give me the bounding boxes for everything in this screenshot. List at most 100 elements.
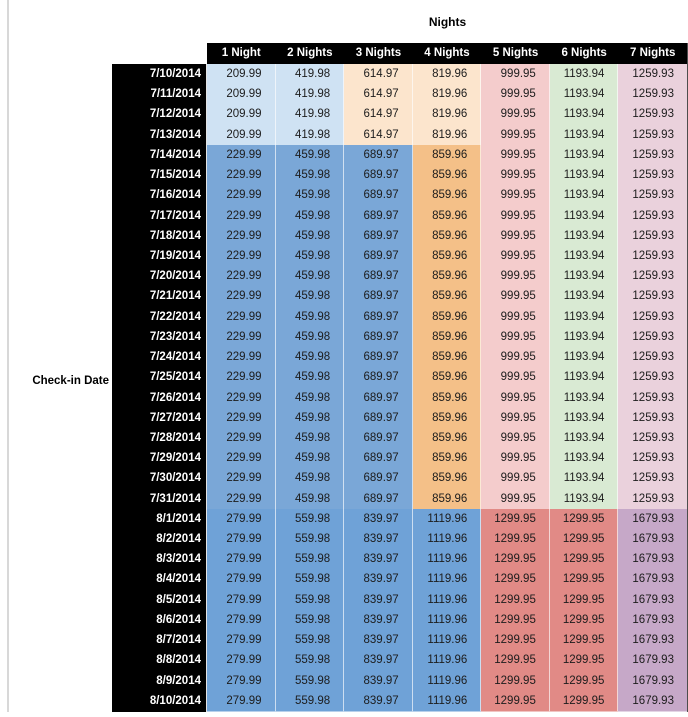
- price-cell: 689.97: [344, 468, 413, 490]
- price-cell: 1259.93: [618, 245, 687, 268]
- price-cell: 614.97: [344, 84, 413, 106]
- table-row: 7/22/2014 229.99 459.98 689.97 859.96 999.95 1…: [112, 306, 687, 328]
- row-axis-label: Check-in Date: [32, 375, 109, 387]
- price-cell: 1259.93: [618, 407, 687, 429]
- price-cell: 859.96: [412, 144, 482, 167]
- price-cell: 459.98: [275, 488, 345, 510]
- price-cell: 839.97: [344, 569, 413, 591]
- header-row: 1 Night 2 Nights 3 Nights 4 Nights 5 Nights 6…: [112, 43, 687, 64]
- price-cell: 839.97: [344, 529, 413, 551]
- price-cell: 1193.94: [549, 488, 619, 510]
- price-cell: 1259.93: [618, 488, 687, 510]
- price-cell: 229.99: [207, 225, 276, 247]
- price-cell: 1259.93: [618, 387, 687, 409]
- checkin-date-cell: 7/23/2014: [112, 326, 207, 349]
- checkin-date-cell: 8/9/2014: [112, 670, 207, 692]
- price-cell: 859.96: [412, 427, 482, 450]
- price-cell: 1193.94: [549, 124, 619, 146]
- checkin-date-cell: 8/6/2014: [112, 609, 207, 632]
- price-cell: 419.98: [275, 124, 345, 146]
- table-row: 7/18/2014 229.99 459.98 689.97 859.96 999.95 1…: [112, 225, 687, 247]
- price-cell: 1299.95: [481, 630, 550, 652]
- price-cell: 1299.95: [549, 549, 619, 571]
- table-row: 7/27/2014 229.99 459.98 689.97 859.96 999.95 1…: [112, 407, 687, 429]
- price-cell: 1193.94: [549, 306, 619, 328]
- price-cell: 1679.93: [618, 589, 687, 611]
- table-row: 7/10/2014 209.99 419.98 614.97 819.96 999.95 1…: [112, 64, 687, 86]
- price-cell: 1259.93: [618, 165, 687, 187]
- price-cell: 839.97: [344, 630, 413, 652]
- table-row: 7/15/2014 229.99 459.98 689.97 859.96 999.95 1…: [112, 165, 687, 187]
- price-cell: 209.99: [207, 84, 276, 106]
- price-cell: 1259.93: [618, 124, 687, 146]
- price-cell: 459.98: [275, 165, 345, 187]
- price-cell: 419.98: [275, 84, 345, 106]
- checkin-date-cell: 8/5/2014: [112, 589, 207, 611]
- price-cell: 1259.93: [618, 448, 687, 470]
- price-cell: 1119.96: [412, 549, 482, 571]
- price-cell: 999.95: [481, 124, 550, 146]
- price-cell: 1259.93: [618, 347, 687, 369]
- price-cell: 1193.94: [549, 165, 619, 187]
- price-cell: 229.99: [207, 185, 276, 207]
- price-cell: 1679.93: [618, 609, 687, 632]
- price-cell: 559.98: [275, 630, 345, 652]
- price-cell: 229.99: [207, 468, 276, 490]
- table-row: 8/8/2014 279.99 559.98 839.97 1119.96 1299.95…: [112, 650, 687, 672]
- price-cell: 1299.95: [549, 670, 619, 692]
- price-cell: 1679.93: [618, 630, 687, 652]
- column-header-6-nights: 6 Nights: [549, 43, 619, 64]
- checkin-date-cell: 7/10/2014: [112, 64, 207, 86]
- table-row: 7/30/2014 229.99 459.98 689.97 859.96 999.95 1…: [112, 468, 687, 490]
- price-cell: 1259.93: [618, 427, 687, 450]
- price-cell: 229.99: [207, 266, 276, 288]
- price-cell: 1193.94: [549, 185, 619, 207]
- price-cell: 1259.93: [618, 225, 687, 247]
- price-cell: 1119.96: [412, 508, 482, 531]
- column-header-5-nights: 5 Nights: [481, 43, 550, 64]
- sheet-left-gridline: [7, 0, 9, 712]
- checkin-date-cell: 7/22/2014: [112, 306, 207, 328]
- price-cell: 1193.94: [549, 347, 619, 369]
- price-cell: 1193.94: [549, 84, 619, 106]
- price-cell: 459.98: [275, 367, 345, 389]
- table-row: 7/19/2014 229.99 459.98 689.97 859.96 999.95 1…: [112, 245, 687, 268]
- price-cell: 1679.93: [618, 569, 687, 591]
- price-cell: 1679.93: [618, 508, 687, 531]
- price-cell: 999.95: [481, 448, 550, 470]
- price-cell: 859.96: [412, 448, 482, 470]
- corner-spacer: [112, 43, 207, 64]
- price-cell: 689.97: [344, 286, 413, 308]
- price-cell: 689.97: [344, 185, 413, 207]
- price-cell: 689.97: [344, 427, 413, 450]
- price-cell: 689.97: [344, 144, 413, 167]
- checkin-date-cell: 7/28/2014: [112, 427, 207, 450]
- checkin-date-cell: 7/18/2014: [112, 225, 207, 247]
- checkin-date-cell: 7/12/2014: [112, 104, 207, 126]
- price-cell: 1299.95: [549, 569, 619, 591]
- price-cell: 459.98: [275, 387, 345, 409]
- price-cell: 614.97: [344, 104, 413, 126]
- price-cell: 1299.95: [481, 650, 550, 672]
- checkin-date-cell: 7/11/2014: [112, 84, 207, 106]
- price-cell: 999.95: [481, 286, 550, 308]
- checkin-date-cell: 8/7/2014: [112, 630, 207, 652]
- price-cell: 859.96: [412, 468, 482, 490]
- checkin-date-cell: 8/3/2014: [112, 549, 207, 571]
- price-cell: 999.95: [481, 266, 550, 288]
- price-cell: 459.98: [275, 326, 345, 349]
- table-row: 7/26/2014 229.99 459.98 689.97 859.96 999.95 1…: [112, 387, 687, 409]
- price-cell: 1119.96: [412, 690, 482, 712]
- price-cell: 1119.96: [412, 670, 482, 692]
- price-cell: 689.97: [344, 326, 413, 349]
- price-cell: 839.97: [344, 650, 413, 672]
- price-cell: 419.98: [275, 104, 345, 126]
- price-cell: 229.99: [207, 286, 276, 308]
- price-cell: 819.96: [412, 64, 482, 86]
- price-cell: 1299.95: [481, 508, 550, 531]
- price-cell: 999.95: [481, 407, 550, 429]
- price-cell: 614.97: [344, 124, 413, 146]
- price-cell: 1119.96: [412, 650, 482, 672]
- price-cell: 859.96: [412, 347, 482, 369]
